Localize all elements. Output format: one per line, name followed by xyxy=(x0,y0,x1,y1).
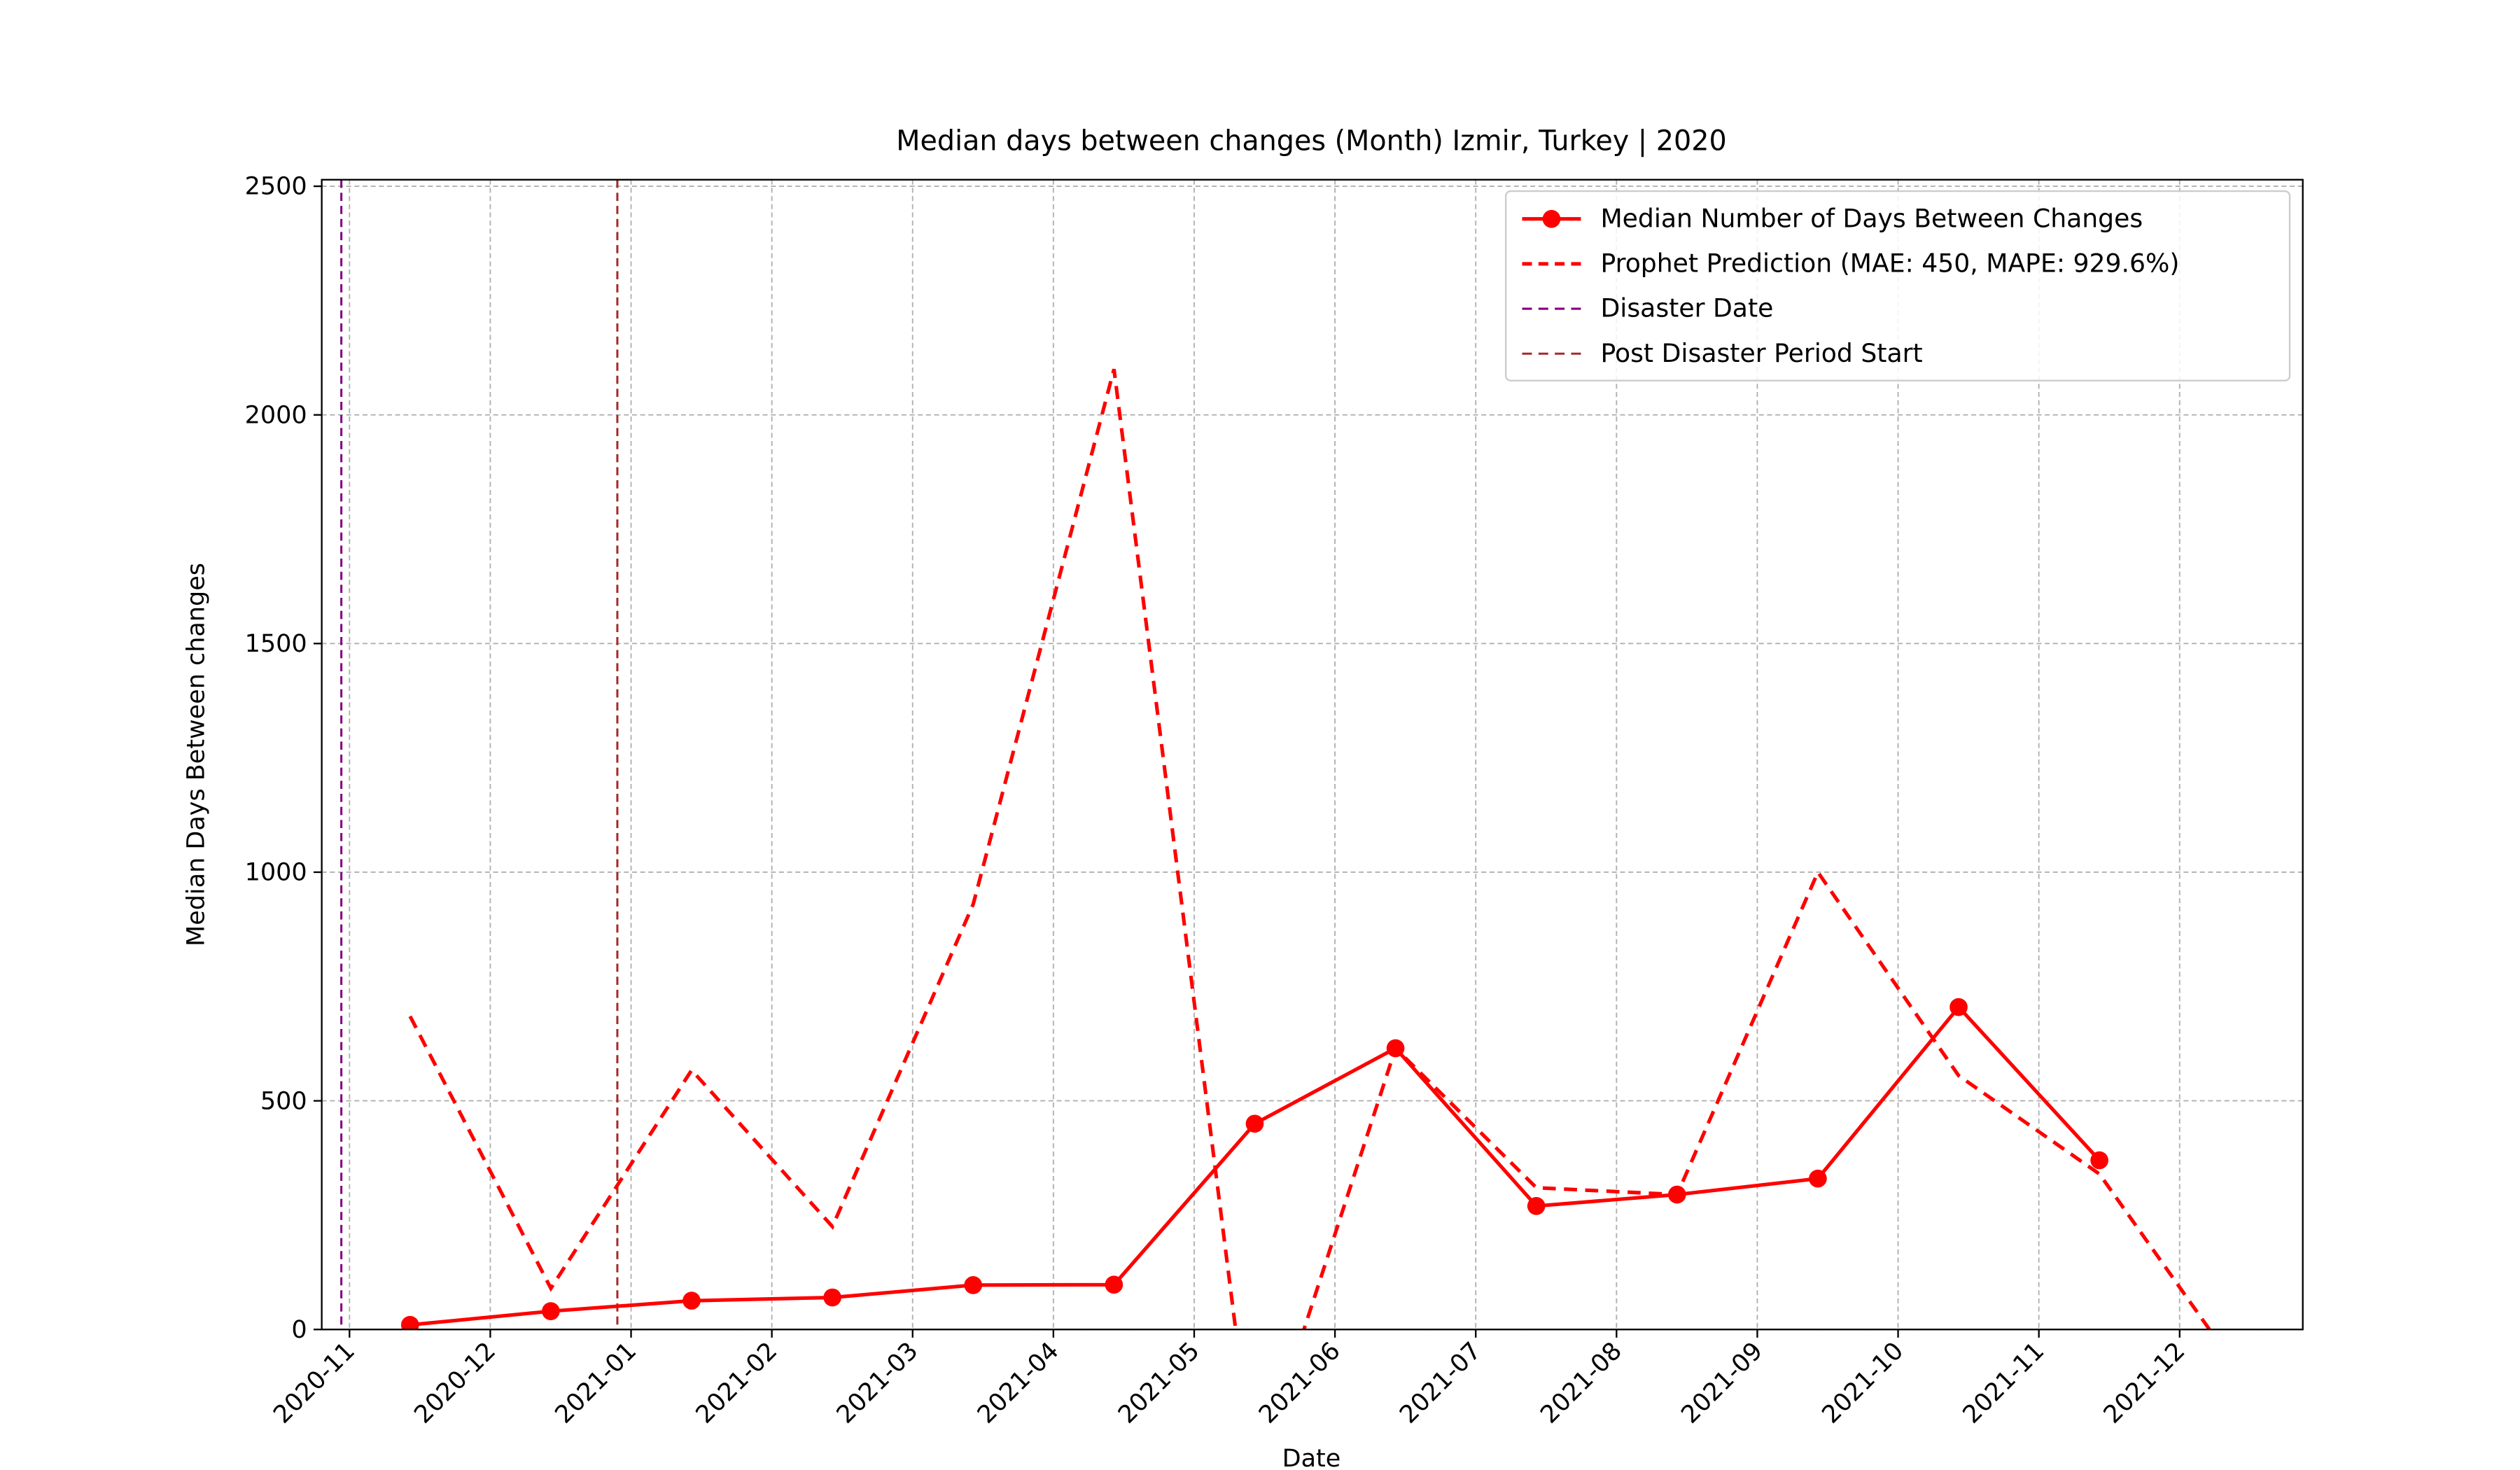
x-tick-label: 2021-08 xyxy=(1535,1337,1628,1429)
y-axis-label: Median Days Between changes xyxy=(183,563,211,946)
x-tick-label: 2021-07 xyxy=(1394,1337,1487,1429)
data-point xyxy=(1949,997,1968,1016)
chart-title: Median days between changes (Month) Izmi… xyxy=(896,125,1726,158)
data-point xyxy=(2090,1151,2108,1170)
x-tick-label: 2021-10 xyxy=(1817,1337,1910,1429)
data-point xyxy=(682,1292,701,1310)
data-point xyxy=(1809,1169,1827,1188)
x-tick-label: 2021-06 xyxy=(1254,1337,1346,1429)
x-tick-label: 2021-03 xyxy=(832,1337,924,1429)
x-tick-label: 2021-09 xyxy=(1676,1337,1768,1429)
plot-area xyxy=(340,179,2212,1330)
legend-label: Post Disaster Period Start xyxy=(1600,338,1922,368)
legend-label: Prophet Prediction (MAE: 450, MAPE: 929.… xyxy=(1600,248,2179,279)
data-point xyxy=(964,1276,983,1294)
legend-label: Disaster Date xyxy=(1600,293,1773,323)
data-point xyxy=(1527,1197,1546,1215)
data-point xyxy=(1245,1114,1264,1133)
x-axis-label: Date xyxy=(1282,1445,1341,1470)
legend: Median Number of Days Between Changes Pro… xyxy=(1504,190,2291,382)
y-tick-label: 500 xyxy=(260,1087,307,1115)
y-tick-label: 1000 xyxy=(245,859,307,887)
x-tick-label: 2020-12 xyxy=(409,1337,501,1429)
y-tick-label: 0 xyxy=(291,1316,307,1344)
axes-frame xyxy=(321,178,2304,1331)
y-tick-label: 1500 xyxy=(245,630,307,658)
series-line xyxy=(410,1004,2101,1327)
legend-label: Median Number of Days Between Changes xyxy=(1600,203,2143,233)
data-point xyxy=(542,1302,560,1320)
x-tick-label: 2021-02 xyxy=(691,1337,783,1429)
legend-marker xyxy=(1542,209,1561,228)
x-tick-label: 2021-05 xyxy=(1113,1337,1205,1429)
x-tick-label: 2021-01 xyxy=(550,1337,643,1429)
data-point xyxy=(823,1288,841,1307)
legend-box xyxy=(1504,190,2291,382)
x-tick-label: 2020-11 xyxy=(268,1337,360,1429)
x-tick-label: 2021-11 xyxy=(1958,1337,2050,1429)
data-point xyxy=(400,1315,419,1330)
data-point xyxy=(1105,1275,1124,1294)
x-tick-label: 2021-04 xyxy=(972,1337,1065,1429)
grid xyxy=(321,179,2303,1331)
y-tick-label: 2500 xyxy=(245,173,307,201)
series-line xyxy=(408,368,2212,1330)
y-tick-label: 2000 xyxy=(245,401,307,429)
x-tick-label: 2021-12 xyxy=(2099,1337,2191,1429)
